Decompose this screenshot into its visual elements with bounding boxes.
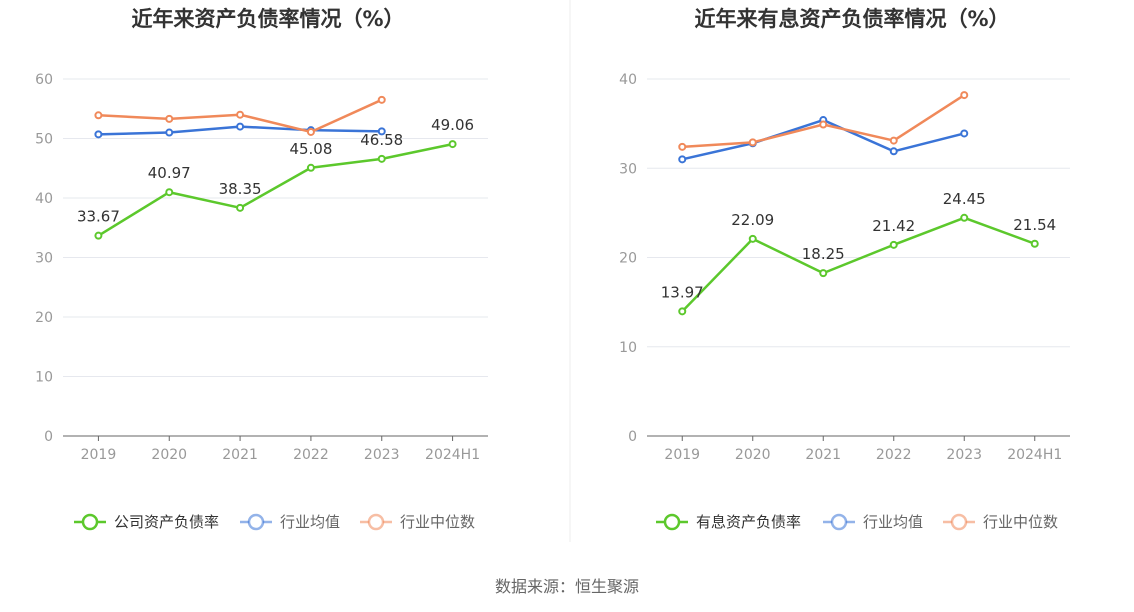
legend-label: 行业均值 <box>280 513 340 531</box>
y-tick-label: 10 <box>619 340 637 356</box>
y-tick-label: 0 <box>44 429 53 445</box>
data-label: 21.54 <box>1013 216 1056 234</box>
data-point-industry_avg[interactable] <box>889 147 898 156</box>
data-point-company[interactable] <box>236 203 245 212</box>
data-point-company[interactable] <box>889 240 898 249</box>
legend-marker <box>830 513 848 531</box>
data-label: 33.67 <box>77 208 120 226</box>
interest-bearing-liability-ratio-chart: 近年来有息资产负债率情况（%） 0 10 20 30 40 2019 2020 2021 2022… <box>619 7 1070 531</box>
legend-marker <box>247 513 265 531</box>
chart-title: 近年来有息资产负债率情况（%） <box>694 7 1009 31</box>
y-tick-label: 20 <box>35 310 53 326</box>
data-label: 13.97 <box>661 283 704 301</box>
data-point-industry_avg[interactable] <box>678 155 687 164</box>
data-point-industry_median[interactable] <box>748 138 757 147</box>
data-point-industry_avg[interactable] <box>94 130 103 139</box>
data-point-industry_median[interactable] <box>960 91 969 100</box>
legend-item-company[interactable]: 有息资产负债率 <box>656 513 801 531</box>
data-point-industry_avg[interactable] <box>960 129 969 138</box>
legend-marker <box>950 513 968 531</box>
legend-label: 有息资产负债率 <box>696 513 801 531</box>
x-tick-label: 2023 <box>946 447 982 463</box>
data-label: 40.97 <box>148 164 191 182</box>
data-point-industry_avg[interactable] <box>377 127 386 136</box>
data-point-industry_median[interactable] <box>236 110 245 119</box>
x-tick-label: 2022 <box>293 447 329 463</box>
series-line-company <box>681 216 1036 313</box>
x-tick-label: 2020 <box>735 447 771 463</box>
legend-item-industry_median[interactable]: 行业中位数 <box>360 513 475 531</box>
data-point-industry_median[interactable] <box>819 120 828 129</box>
data-point-company[interactable] <box>1030 239 1039 248</box>
data-point-company[interactable] <box>306 163 315 172</box>
legend-item-industry_avg[interactable]: 行业均值 <box>240 513 340 531</box>
chart-title: 近年来资产负债率情况（%） <box>131 7 404 31</box>
data-point-company[interactable] <box>819 269 828 278</box>
data-source: 数据来源：恒生聚源 <box>495 577 639 596</box>
data-label: 24.45 <box>943 190 986 208</box>
legend-marker <box>367 513 385 531</box>
data-point-industry_avg[interactable] <box>165 128 174 137</box>
y-tick-label: 40 <box>35 191 53 207</box>
asset-liability-ratio-chart: 近年来资产负债率情况（%） 0 10 20 30 40 50 60 2019 2020 2021 20… <box>35 7 488 531</box>
legend-item-industry_median[interactable]: 行业中位数 <box>943 513 1058 531</box>
data-point-company[interactable] <box>678 307 687 316</box>
legend-item-company[interactable]: 公司资产负债率 <box>74 513 219 531</box>
data-point-industry_median[interactable] <box>306 127 315 136</box>
y-tick-label: 30 <box>35 251 53 267</box>
legend-label: 行业中位数 <box>983 513 1058 531</box>
legend-label: 行业中位数 <box>400 513 475 531</box>
data-label: 38.35 <box>219 180 262 198</box>
legend-item-industry_avg[interactable]: 行业均值 <box>823 513 923 531</box>
x-tick-label: 2024H1 <box>425 447 480 463</box>
data-point-company[interactable] <box>165 188 174 197</box>
data-label: 49.06 <box>431 116 474 134</box>
y-tick-label: 10 <box>35 370 53 386</box>
y-tick-label: 0 <box>628 429 637 445</box>
data-point-industry_median[interactable] <box>678 142 687 151</box>
x-tick-label: 2021 <box>222 447 258 463</box>
x-tick-label: 2019 <box>81 447 117 463</box>
y-tick-label: 20 <box>619 251 637 267</box>
data-label: 46.58 <box>360 131 403 149</box>
x-tick-label: 2024H1 <box>1007 447 1062 463</box>
legend-marker <box>81 513 99 531</box>
x-tick-label: 2019 <box>664 447 700 463</box>
data-point-company[interactable] <box>960 213 969 222</box>
y-tick-label: 30 <box>619 161 637 177</box>
x-tick-label: 2020 <box>151 447 187 463</box>
x-tick-label: 2021 <box>805 447 841 463</box>
data-point-company[interactable] <box>448 140 457 149</box>
x-tick-label: 2022 <box>876 447 912 463</box>
data-point-industry_median[interactable] <box>165 114 174 123</box>
data-point-company[interactable] <box>748 234 757 243</box>
data-label: 22.09 <box>731 211 774 229</box>
y-tick-label: 50 <box>35 132 53 148</box>
data-label: 21.42 <box>872 217 915 235</box>
legend-label: 行业均值 <box>863 513 923 531</box>
x-tick-label: 2023 <box>364 447 400 463</box>
legend-marker <box>663 513 681 531</box>
legend-label: 公司资产负债率 <box>114 513 219 531</box>
data-point-industry_median[interactable] <box>377 95 386 104</box>
data-point-industry_avg[interactable] <box>236 122 245 131</box>
y-tick-label: 60 <box>35 72 53 88</box>
data-point-industry_median[interactable] <box>94 111 103 120</box>
data-point-company[interactable] <box>94 231 103 240</box>
data-point-company[interactable] <box>377 154 386 163</box>
data-label: 45.08 <box>289 140 332 158</box>
data-point-industry_median[interactable] <box>889 136 898 145</box>
y-tick-label: 40 <box>619 72 637 88</box>
data-label: 18.25 <box>802 245 845 263</box>
series-line-company <box>97 142 453 237</box>
